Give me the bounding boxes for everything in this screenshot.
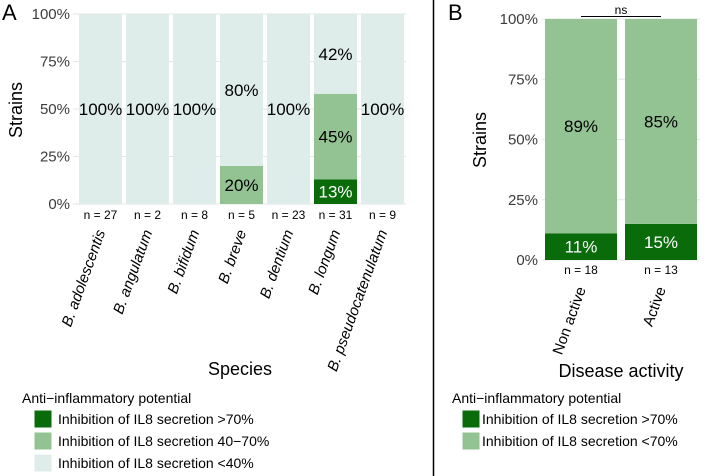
panel-b-legend: Anti−inflammatory potential Inhibition o… <box>452 390 678 451</box>
bar-value-label: 85% <box>644 112 678 131</box>
bar-value-label: 45% <box>318 128 352 147</box>
panel-a-legend-title: Anti−inflammatory potential <box>22 390 191 406</box>
bar-segment-b-pseudocatenulatum-low <box>361 14 404 204</box>
panel-b-y-ticks: 0% 25% 50% 75% 100% <box>500 11 538 269</box>
bar-value-label: 100% <box>173 100 216 119</box>
x-tick-label-b-adolescentis: B. adolescentis <box>58 227 109 329</box>
bar-segment-non-active-mid <box>545 19 617 234</box>
y-tick-label: 50% <box>508 132 538 149</box>
bar-segment-b-adolescentis-low <box>79 14 122 204</box>
bar-segment-b-dentium-low <box>267 14 310 204</box>
panel-a-bars: 100% 100% 100%20%80%100%13%45%42%100% <box>79 14 404 204</box>
y-tick-label: 100% <box>500 11 538 28</box>
n-label: n = 2 <box>134 208 161 222</box>
bar-value-label: 80% <box>224 81 258 100</box>
x-tick-label-b-dentium: B. dentium <box>257 228 298 301</box>
y-tick-label: 0% <box>48 196 70 213</box>
x-tick-label-b-bifidum: B. bifidum <box>164 228 203 296</box>
panel-a-x-axis-title: Species <box>208 359 272 379</box>
y-tick-label: 75% <box>508 71 538 88</box>
x-tick-label-non-active: Non active <box>550 285 590 357</box>
y-tick-label: 25% <box>40 149 70 166</box>
n-label: n = 9 <box>369 208 396 222</box>
n-label: n = 23 <box>272 208 306 222</box>
bar-segment-non-active-high <box>545 233 617 260</box>
y-tick-label: 50% <box>40 101 70 118</box>
y-tick-label: 100% <box>32 6 70 23</box>
bar-segment-active-high <box>625 223 697 260</box>
legend-swatch-high <box>33 409 53 429</box>
bar-value-label: 11% <box>565 238 598 257</box>
bar-value-label: 42% <box>318 45 352 64</box>
bar-value-label: 100% <box>361 100 404 119</box>
y-tick-label: 25% <box>508 192 538 209</box>
legend-item-label: Inhibition of IL8 secretion >70% <box>482 411 678 427</box>
x-tick-label-active: Active <box>640 285 670 329</box>
legend-swatch-high <box>461 409 481 429</box>
bar-value-label: 15% <box>644 233 678 252</box>
x-tick-label-b-angulatum: B. angulatum <box>110 228 156 317</box>
n-label: n = 13 <box>644 263 678 277</box>
legend-swatch-mid <box>461 431 481 451</box>
n-label: n = 27 <box>84 208 118 222</box>
bar-segment-b-angulatum-low <box>126 14 169 204</box>
bar-segment-active-mid <box>625 19 697 224</box>
y-tick-label: 0% <box>516 252 538 269</box>
bar-value-label: 13% <box>318 183 352 202</box>
bar-segment-b-breve-mid <box>220 166 263 204</box>
y-tick-label: 75% <box>40 54 70 71</box>
bar-segment-b-longum-low <box>314 14 357 94</box>
bar-value-label: 100% <box>267 100 310 119</box>
legend-swatch-mid <box>33 431 53 451</box>
bar-segment-b-breve-low <box>220 14 263 166</box>
panel-b-significance: ns <box>581 3 661 17</box>
legend-item-label: Inhibition of IL8 secretion <70% <box>482 433 678 449</box>
n-label: n = 8 <box>181 208 208 222</box>
panel-letter-a: A <box>2 0 17 25</box>
n-label: n = 5 <box>228 208 255 222</box>
panel-b-n-labels: n = 18 n = 13 <box>564 263 678 277</box>
panel-b-x-ticks: Non active Active <box>550 285 670 357</box>
legend-item-label: Inhibition of IL8 secretion <40% <box>58 455 254 471</box>
n-label: n = 31 <box>319 208 353 222</box>
legend-swatch-low <box>33 453 53 473</box>
panel-a-y-ticks: 0% 25% 50% 75% 100% <box>32 6 70 213</box>
bar-value-label: 100% <box>126 100 169 119</box>
bar-segment-b-bifidum-low <box>173 14 216 204</box>
bar-segment-b-longum-high <box>314 179 357 204</box>
bar-value-label: 100% <box>79 100 122 119</box>
panel-b-legend-title: Anti−inflammatory potential <box>452 390 621 406</box>
n-label: n = 18 <box>564 263 598 277</box>
bar-value-label: 89% <box>564 117 598 136</box>
panel-b-x-axis-title: Disease activity <box>558 361 683 381</box>
x-tick-label-b-longum: B. longum <box>305 228 344 297</box>
panel-a-y-axis-title: Strains <box>6 82 26 138</box>
panel-a-x-ticks: B. adolescentis B. angulatum B. bifidum B. … <box>58 227 391 374</box>
significance-label: ns <box>615 3 628 17</box>
legend-item-label: Inhibition of IL8 secretion >70% <box>58 411 254 427</box>
panel-a-n-labels: n = 27 n = 2 n = 8 n = 5 n = 23 n = 31 n = 9 <box>84 208 397 222</box>
panel-b-y-axis-title: Strains <box>470 112 490 168</box>
bar-segment-b-longum-mid <box>314 93 357 180</box>
panel-letter-b: B <box>448 0 463 25</box>
legend-item-label: Inhibition of IL8 secretion 40−70% <box>58 433 269 449</box>
bar-value-label: 20% <box>224 176 258 195</box>
x-tick-label-b-breve: B. breve <box>215 228 250 286</box>
panel-b-bars: 11% 89% 15% 85% <box>545 19 697 260</box>
panel-a-legend: Anti−inflammatory potential Inhibition o… <box>22 390 269 473</box>
